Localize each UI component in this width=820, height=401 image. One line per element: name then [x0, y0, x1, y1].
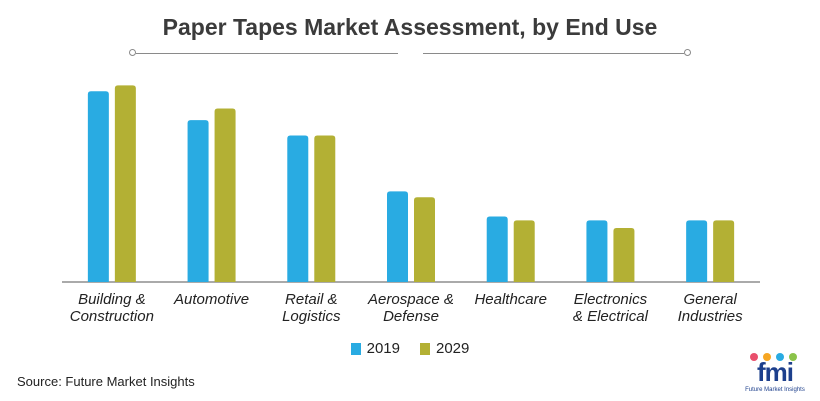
legend: 2019 2029: [0, 340, 820, 357]
bar-2029-5: [613, 228, 635, 282]
legend-label-2029: 2029: [436, 340, 470, 357]
bar-2029-6: [713, 220, 735, 282]
category-label-6-1: Industries: [678, 308, 744, 325]
bar-2029-2: [314, 135, 336, 282]
bar-2019-3: [387, 191, 408, 282]
category-label-5-0: Electronics: [574, 291, 648, 308]
title-right-dot: [684, 49, 691, 56]
bar-2019-4: [486, 216, 508, 282]
bar-2019-6: [686, 220, 708, 282]
category-label-2-0: Retail &: [285, 291, 338, 308]
bar-2029-1: [214, 108, 236, 282]
bar-2019-0: [87, 91, 109, 282]
category-label-0-1: Construction: [70, 308, 154, 325]
category-label-5-1: & Electrical: [573, 308, 649, 325]
bar-2019-5: [586, 220, 608, 282]
logo-dot-1: [763, 353, 771, 361]
bar-2029-0: [114, 85, 136, 282]
logo-dots: [750, 353, 797, 361]
legend-item-2029: 2029: [420, 340, 469, 357]
bar-2019-2: [287, 135, 309, 282]
category-label-3-0: Aerospace &: [367, 291, 454, 308]
category-label-0-0: Building &: [78, 291, 146, 308]
logo-dot-3: [789, 353, 797, 361]
fmi-logo: fmi Future Market Insights: [736, 353, 812, 397]
legend-item-2019: 2019: [350, 340, 400, 357]
category-label-1-0: Automotive: [173, 291, 249, 308]
legend-swatch-2019: [350, 342, 361, 355]
category-label-2-1: Logistics: [282, 308, 341, 325]
title-divider-left: [136, 53, 398, 54]
category-label-3-1: Defense: [383, 308, 439, 325]
title-left-dot: [129, 49, 136, 56]
bar-chart: Building &Construction Automotive Retail &…: [62, 85, 760, 325]
bar-2029-4: [513, 220, 535, 282]
logo-subtitle: Future Market Insights: [745, 387, 805, 393]
chart-title: Paper Tapes Market Assessment, by End Us…: [162, 14, 658, 40]
logo-dot-0: [750, 353, 758, 361]
source-note: Source: Future Market Insights: [17, 374, 195, 389]
logo-text: fmi: [757, 357, 794, 387]
category-label-6-0: General: [683, 291, 737, 308]
bar-2029-3: [414, 197, 435, 282]
bar-2019-1: [187, 120, 209, 282]
legend-label-2019: 2019: [366, 340, 400, 357]
legend-swatch-2029: [420, 342, 430, 355]
logo-dot-2: [776, 353, 784, 361]
title-divider-right: [423, 53, 684, 54]
category-label-4-0: Healthcare: [474, 291, 547, 308]
